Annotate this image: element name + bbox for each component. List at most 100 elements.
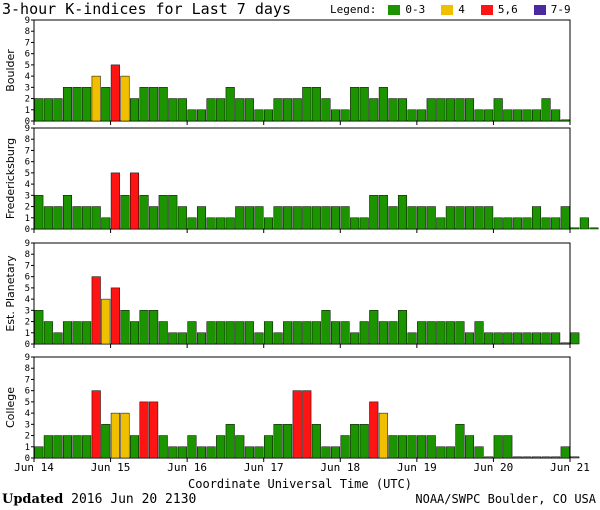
panel-label: College bbox=[4, 387, 17, 428]
y-tick-label: 8 bbox=[25, 364, 30, 374]
bar bbox=[82, 87, 92, 122]
bar bbox=[187, 217, 197, 230]
bar bbox=[512, 332, 522, 345]
bar bbox=[512, 109, 522, 122]
bar bbox=[522, 217, 532, 230]
bar bbox=[340, 206, 350, 230]
bar bbox=[369, 98, 379, 122]
bar bbox=[445, 98, 455, 122]
bar bbox=[350, 424, 360, 459]
y-tick-label: 3 bbox=[25, 83, 30, 93]
bar bbox=[474, 446, 484, 459]
bar bbox=[551, 217, 561, 230]
bar bbox=[110, 64, 120, 122]
bar bbox=[369, 401, 379, 459]
bar bbox=[196, 109, 207, 122]
bar bbox=[101, 217, 111, 230]
bar bbox=[321, 206, 331, 230]
bar bbox=[455, 424, 465, 459]
bar bbox=[235, 435, 245, 459]
bar bbox=[311, 206, 321, 230]
bar bbox=[235, 321, 245, 345]
bar bbox=[168, 446, 178, 459]
x-tick-label: Jun 14 bbox=[14, 461, 54, 474]
y-tick-label: 4 bbox=[25, 409, 30, 419]
bar bbox=[225, 87, 235, 122]
y-tick-label: 1 bbox=[25, 443, 30, 453]
bar bbox=[206, 98, 216, 122]
bar bbox=[493, 98, 503, 122]
y-tick-label: 7 bbox=[25, 375, 30, 385]
y-tick-label: 3 bbox=[25, 420, 30, 430]
bar bbox=[330, 109, 341, 122]
bar bbox=[589, 227, 599, 230]
y-tick-label: 7 bbox=[25, 38, 30, 48]
panel-label: Fredericksburg bbox=[4, 138, 17, 219]
bar bbox=[43, 321, 53, 345]
bar bbox=[158, 87, 168, 122]
bar bbox=[82, 435, 92, 459]
bar bbox=[512, 217, 522, 230]
bar bbox=[493, 332, 503, 345]
y-tick-label: 2 bbox=[25, 318, 30, 328]
legend-text-5-6: 5,6 bbox=[497, 3, 518, 16]
bar bbox=[340, 435, 350, 459]
updated-stamp: Updated 2016 Jun 20 2130 bbox=[2, 492, 196, 507]
bar bbox=[168, 98, 178, 122]
y-tick-label: 5 bbox=[25, 169, 30, 179]
y-tick-label: 9 bbox=[25, 124, 30, 134]
bar bbox=[158, 435, 168, 459]
bar bbox=[311, 321, 321, 345]
legend-swatch-0-3 bbox=[388, 4, 401, 15]
bar bbox=[541, 217, 551, 230]
bar bbox=[417, 109, 427, 122]
bar bbox=[216, 217, 226, 230]
bar bbox=[91, 276, 101, 345]
bar bbox=[445, 206, 455, 230]
y-tick-label: 6 bbox=[25, 273, 30, 283]
bar bbox=[378, 87, 388, 122]
y-tick-label: 9 bbox=[25, 239, 30, 249]
y-tick-label: 4 bbox=[25, 295, 30, 305]
legend-text-7-9: 7-9 bbox=[550, 3, 571, 16]
bar bbox=[407, 109, 417, 122]
bar bbox=[120, 195, 130, 230]
bar bbox=[292, 390, 302, 459]
bar bbox=[464, 435, 475, 459]
legend-text-4: 4 bbox=[458, 3, 465, 16]
y-tick-label: 2 bbox=[25, 203, 30, 213]
bar bbox=[72, 435, 82, 459]
bar bbox=[196, 332, 207, 345]
bar bbox=[551, 109, 561, 122]
y-tick-label: 6 bbox=[25, 158, 30, 168]
y-tick-label: 0 bbox=[25, 340, 30, 350]
bar bbox=[445, 446, 455, 459]
bar bbox=[522, 456, 532, 459]
bar bbox=[302, 390, 312, 459]
bar bbox=[378, 195, 388, 230]
bar bbox=[53, 435, 63, 459]
updated-label: Updated bbox=[2, 492, 64, 507]
bar bbox=[283, 206, 293, 230]
bar bbox=[359, 424, 369, 459]
bar bbox=[330, 206, 341, 230]
bar bbox=[139, 310, 149, 345]
bar bbox=[149, 206, 159, 230]
bar bbox=[254, 332, 264, 345]
bar bbox=[158, 195, 168, 230]
bar bbox=[474, 109, 484, 122]
x-tick-label: Jun 17 bbox=[244, 461, 284, 474]
bar bbox=[283, 424, 293, 459]
bar bbox=[292, 98, 302, 122]
credit-line: NOAA/SWPC Boulder, CO USA bbox=[415, 492, 596, 506]
bar bbox=[503, 332, 513, 345]
bar bbox=[263, 217, 274, 230]
bar bbox=[388, 321, 398, 345]
bar bbox=[196, 206, 207, 230]
panel-frame bbox=[33, 242, 571, 345]
bar bbox=[187, 435, 197, 459]
bar bbox=[397, 435, 408, 459]
bar bbox=[235, 206, 245, 230]
bar bbox=[273, 424, 283, 459]
bar bbox=[531, 456, 542, 459]
